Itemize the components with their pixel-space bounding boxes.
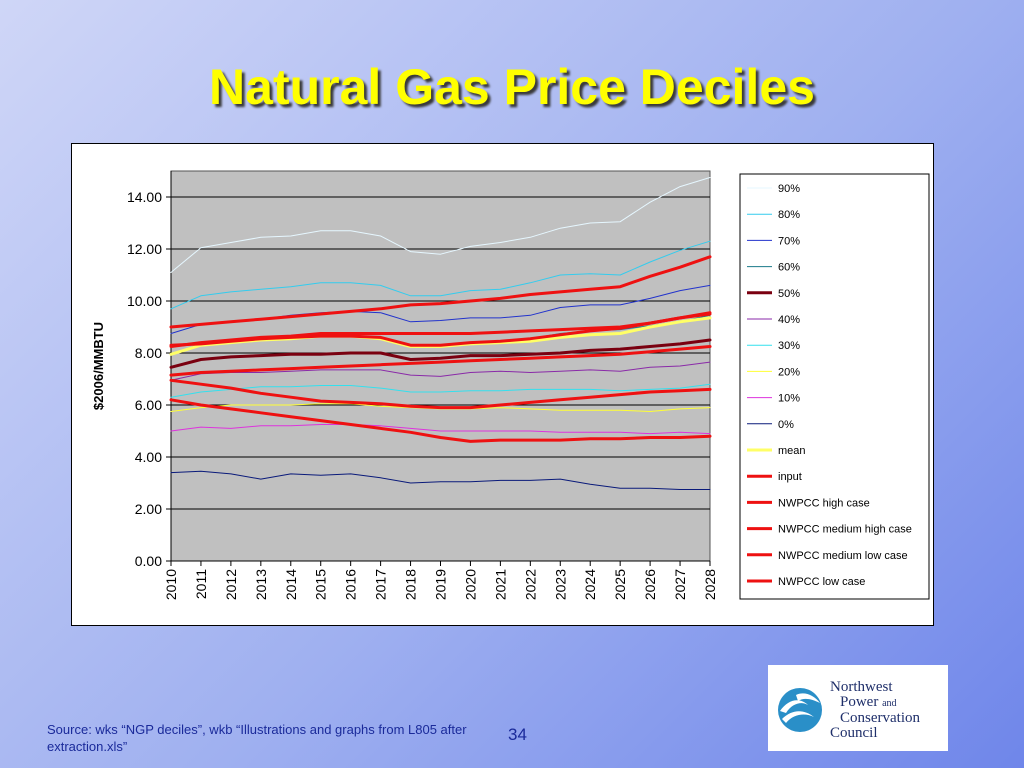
y-tick-label: 6.00: [135, 397, 162, 413]
x-tick-label: 2022: [522, 569, 538, 600]
series-lines: [169, 177, 712, 490]
legend-label: 50%: [778, 288, 800, 300]
logo-line-4: Council: [830, 725, 878, 741]
x-tick-label: 2026: [642, 569, 658, 600]
y-tick-label: 0.00: [135, 553, 162, 569]
x-tick-label: 2019: [433, 569, 449, 600]
x-tick-label: 2024: [582, 569, 598, 600]
x-tick-label: 2013: [253, 569, 269, 600]
series-line-6: [170, 383, 711, 398]
legend-label: 80%: [778, 209, 800, 221]
legend-label: NWPCC low case: [778, 576, 865, 588]
x-tick-label: 2015: [313, 569, 329, 600]
legend-label: 20%: [778, 366, 800, 378]
x-tick-label: 2021: [492, 569, 508, 600]
logo-line-3: Conservation: [840, 710, 920, 726]
x-tick-label: 2017: [373, 569, 389, 600]
series-line-9: [170, 470, 711, 490]
x-tick-label: 2025: [612, 569, 628, 600]
wave-logo-icon: [778, 688, 822, 732]
logo-and: and: [882, 698, 897, 709]
y-tick-label: 14.00: [127, 189, 162, 205]
series-line-13: [169, 312, 712, 348]
legend-label: 70%: [778, 235, 800, 247]
y-axis-title: $2006/MMBTU: [91, 322, 106, 410]
legend-label: 0%: [778, 419, 794, 431]
page-number: 34: [508, 725, 527, 744]
series-line-12: [169, 255, 712, 329]
legend-label: 40%: [778, 314, 800, 326]
y-tick-label: 12.00: [127, 241, 162, 257]
x-tick-label: 2012: [223, 569, 239, 600]
legend: 90% 80% 70% 60% 50% 40% 30% 20% 10% 0% mean input NW…: [747, 183, 912, 588]
legend-label: 10%: [778, 393, 800, 405]
series-line-0: [170, 177, 711, 273]
legend-label: 60%: [778, 262, 800, 274]
x-tick-label: 2018: [403, 569, 419, 600]
x-tick-label: 2011: [193, 569, 209, 599]
x-tick-label: 2023: [552, 569, 568, 600]
series-line-4: [169, 338, 712, 369]
x-tick-label: 2016: [343, 569, 359, 600]
legend-label: 30%: [778, 340, 800, 352]
legend-label: 90%: [778, 183, 800, 195]
legend-label: NWPCC medium high case: [778, 524, 912, 536]
x-tick-label: 2027: [672, 569, 688, 600]
slide-title: Natural Gas Price Deciles: [209, 59, 815, 115]
series-line-14: [169, 345, 712, 377]
logo-line-1: Northwest: [830, 679, 893, 695]
series-line-5: [170, 361, 711, 381]
x-tick-label: 2010: [163, 569, 179, 600]
price-deciles-chart: 0.00 2.00 4.00 6.00 8.00 10.00 12.00 14.00 2010 2…: [71, 143, 934, 626]
axes: 0.00 2.00 4.00 6.00 8.00 10.00 12.00 14.00 2010 2…: [127, 171, 718, 600]
series-line-16: [169, 398, 712, 443]
legend-label: NWPCC high case: [778, 497, 870, 509]
y-tick-label: 10.00: [127, 293, 162, 309]
x-tick-label: 2028: [702, 569, 718, 600]
series-line-15: [169, 378, 712, 410]
nwpcc-logo: Northwest Power and Conservation Council: [768, 665, 948, 751]
legend-label: NWPCC medium low case: [778, 550, 908, 562]
y-tick-label: 2.00: [135, 501, 162, 517]
plot-area: [170, 170, 711, 562]
logo-line-2: Power: [840, 694, 879, 710]
series-line-8: [170, 424, 711, 435]
legend-label: mean: [778, 445, 806, 457]
source-note: Source: wks “NGP deciles”, wkb “Illustra…: [47, 722, 467, 754]
x-tick-label: 2014: [283, 569, 299, 600]
y-tick-label: 8.00: [135, 345, 162, 361]
x-tick-label: 2020: [462, 569, 478, 600]
legend-label: input: [778, 471, 802, 483]
series-line-1: [170, 240, 711, 310]
y-tick-label: 4.00: [135, 449, 162, 465]
